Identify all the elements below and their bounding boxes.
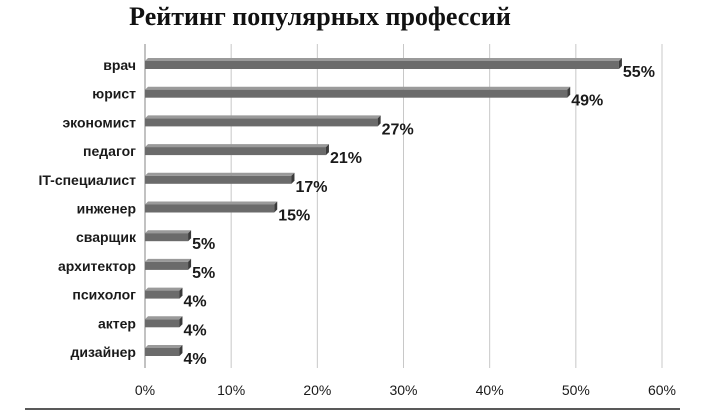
chart-title: Рейтинг популярных профессий <box>129 2 511 31</box>
bar-side-face <box>179 287 183 299</box>
category-label: юрист <box>92 86 136 102</box>
category-label: актер <box>98 315 136 331</box>
bar <box>145 261 189 270</box>
bars-layer <box>145 58 622 356</box>
data-label: 5% <box>192 236 215 253</box>
bar-top-face <box>145 144 329 148</box>
bar-side-face <box>325 144 329 156</box>
data-label: 4% <box>183 294 206 311</box>
bar-top-face <box>145 201 278 205</box>
category-label: инженер <box>77 201 136 217</box>
data-label: 5% <box>192 265 215 282</box>
category-label: дизайнер <box>71 344 136 360</box>
bar-top-face <box>145 287 183 291</box>
bar-side-face <box>618 58 622 69</box>
category-label: врач <box>103 57 136 73</box>
category-label: архитектор <box>58 258 136 274</box>
x-tick-label: 20% <box>303 382 331 398</box>
bar-side-face <box>188 230 192 242</box>
x-tick-label: 0% <box>135 382 155 398</box>
data-label: 27% <box>382 121 414 138</box>
data-label: 55% <box>623 64 655 81</box>
labels-layer: 0% 10% 20% 30% 40% 50% 60% врач 55% юрист 49% эконо… <box>38 57 676 398</box>
x-tick-label: 10% <box>217 382 245 398</box>
bar <box>145 233 189 242</box>
bar <box>145 290 180 299</box>
category-label: сварщик <box>76 229 137 245</box>
bar-side-face <box>274 201 278 213</box>
bar <box>145 61 619 69</box>
data-label: 17% <box>295 179 327 196</box>
category-label: педагог <box>83 143 136 159</box>
bar <box>145 204 275 213</box>
bar-top-face <box>145 172 295 176</box>
bar-top-face <box>145 58 622 61</box>
bar <box>145 147 326 156</box>
bar-side-face <box>179 345 183 356</box>
bar-top-face <box>145 86 571 90</box>
data-label: 49% <box>571 93 603 110</box>
bar-side-face <box>291 172 295 184</box>
x-tick-label: 40% <box>476 382 504 398</box>
bar <box>145 175 292 184</box>
bar-side-face <box>377 115 381 127</box>
bar-top-face <box>145 316 183 320</box>
category-label: психолог <box>72 287 136 303</box>
bar-top-face <box>145 115 381 119</box>
category-label: IT-специалист <box>38 172 136 188</box>
data-label: 15% <box>278 208 310 225</box>
x-tick-label: 60% <box>648 382 676 398</box>
bar-top-face <box>145 345 183 348</box>
bar-side-face <box>567 86 571 98</box>
bar <box>145 118 378 127</box>
x-tick-label: 50% <box>562 382 590 398</box>
bar-top-face <box>145 258 192 262</box>
data-label: 21% <box>330 150 362 167</box>
bar <box>145 89 568 98</box>
category-label: экономист <box>62 114 136 130</box>
bar-side-face <box>188 258 192 270</box>
bar <box>145 319 180 328</box>
bar-top-face <box>145 230 192 234</box>
bar-side-face <box>179 316 183 328</box>
data-label: 4% <box>183 322 206 339</box>
data-label: 4% <box>183 351 206 368</box>
x-tick-label: 30% <box>389 382 417 398</box>
bar <box>145 348 180 356</box>
